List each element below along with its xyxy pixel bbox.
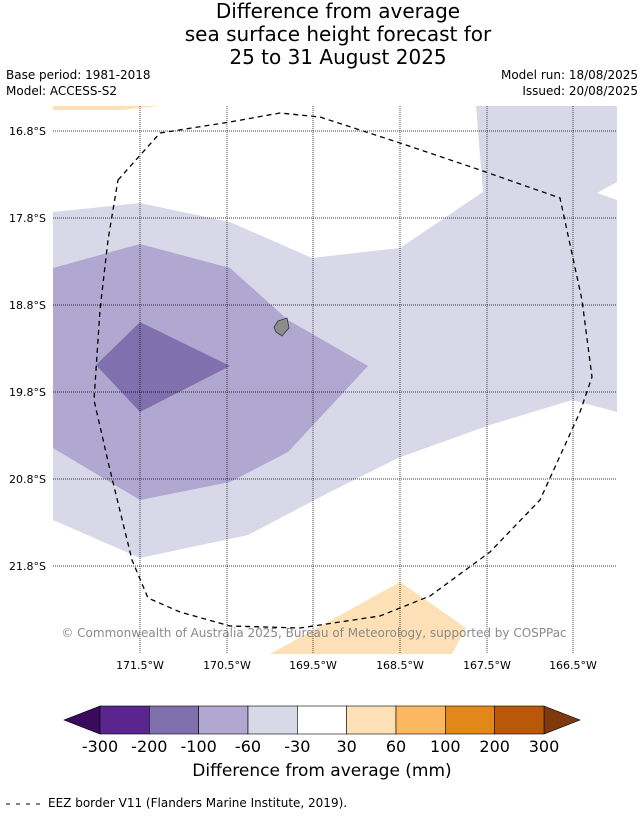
- longitude-label: 170.5°W: [203, 659, 251, 672]
- latitude-label: 17.8°S: [9, 212, 46, 225]
- colorbar-tick-label: 30: [336, 737, 356, 756]
- anomaly-region-positive-south: [270, 582, 466, 654]
- base-period: Base period: 1981-2018: [6, 68, 151, 82]
- latitude-label: 19.8°S: [9, 386, 46, 399]
- longitude-label: 169.5°W: [289, 659, 337, 672]
- colorbar-tick-label: 100: [430, 737, 461, 756]
- meta-left: Base period: 1981-2018 Model: ACCESS-S2: [6, 67, 151, 99]
- colorbar-bin: [198, 705, 249, 735]
- colorbar-tick-label: -60: [235, 737, 261, 756]
- meta-right: Model run: 18/08/2025 Issued: 20/08/2025: [501, 67, 638, 99]
- colorbar-tick-label: -300: [82, 737, 118, 756]
- colorbar-extension-high: [543, 705, 581, 735]
- colorbar-bin: [445, 705, 495, 735]
- map-title: Difference from average sea surface heig…: [0, 0, 644, 69]
- longitude-label: 166.5°W: [549, 659, 597, 672]
- issued-date: Issued: 20/08/2025: [522, 84, 638, 98]
- title-line-3: 25 to 31 August 2025: [229, 45, 447, 69]
- colorbar-tick-label: 200: [479, 737, 510, 756]
- eez-legend-text: EEZ border V11 (Flanders Marine Institut…: [48, 796, 348, 810]
- colorbar-tick-label: -100: [181, 737, 217, 756]
- longitude-labels: 171.5°W 170.5°W 169.5°W 168.5°W 167.5°W 166.5…: [116, 659, 597, 672]
- colorbar-bin: [346, 705, 397, 735]
- colorbar-bin: [247, 705, 298, 735]
- colorbar-bin: [494, 705, 545, 735]
- title-line-1: Difference from average: [215, 0, 461, 23]
- model-run: Model run: 18/08/2025: [500, 68, 638, 82]
- gridlines: [53, 106, 617, 654]
- model-name: Model: ACCESS-S2: [6, 84, 118, 98]
- colorbar-bin: [149, 705, 199, 735]
- copyright-notice: © Commonwealth of Australia 2025, Bureau…: [61, 626, 566, 640]
- longitude-label: 168.5°W: [376, 659, 424, 672]
- colorbar: -300 -200 -100 -60 -30 30 60 100 200 300: [63, 705, 581, 756]
- latitude-label: 20.8°S: [9, 473, 46, 486]
- colorbar-tick-label: -30: [284, 737, 310, 756]
- colorbar-tick-label: 60: [386, 737, 406, 756]
- longitude-label: 167.5°W: [463, 659, 511, 672]
- latitude-labels: 16.8°S 17.8°S 18.8°S 19.8°S 20.8°S 21.8°S: [9, 125, 46, 573]
- anomaly-region-strong: [96, 322, 230, 412]
- colorbar-tick-label: 300: [529, 737, 560, 756]
- colorbar-bin: [297, 705, 347, 735]
- title-line-2: sea surface height forecast for: [184, 22, 492, 46]
- colorbar-tick-label: -200: [131, 737, 167, 756]
- longitude-label: 171.5°W: [116, 659, 164, 672]
- colorbar-title: Difference from average (mm): [192, 761, 452, 781]
- anomaly-region-positive-north: [53, 106, 160, 110]
- latitude-label: 18.8°S: [9, 299, 46, 312]
- map-panel: [53, 106, 617, 654]
- colorbar-bin: [395, 705, 446, 735]
- latitude-label: 16.8°S: [9, 125, 46, 138]
- colorbar-extension-low: [63, 705, 101, 735]
- island-niue: [273, 317, 290, 337]
- latitude-label: 21.8°S: [9, 560, 46, 573]
- colorbar-bin: [99, 705, 150, 735]
- eez-border: [93, 112, 593, 629]
